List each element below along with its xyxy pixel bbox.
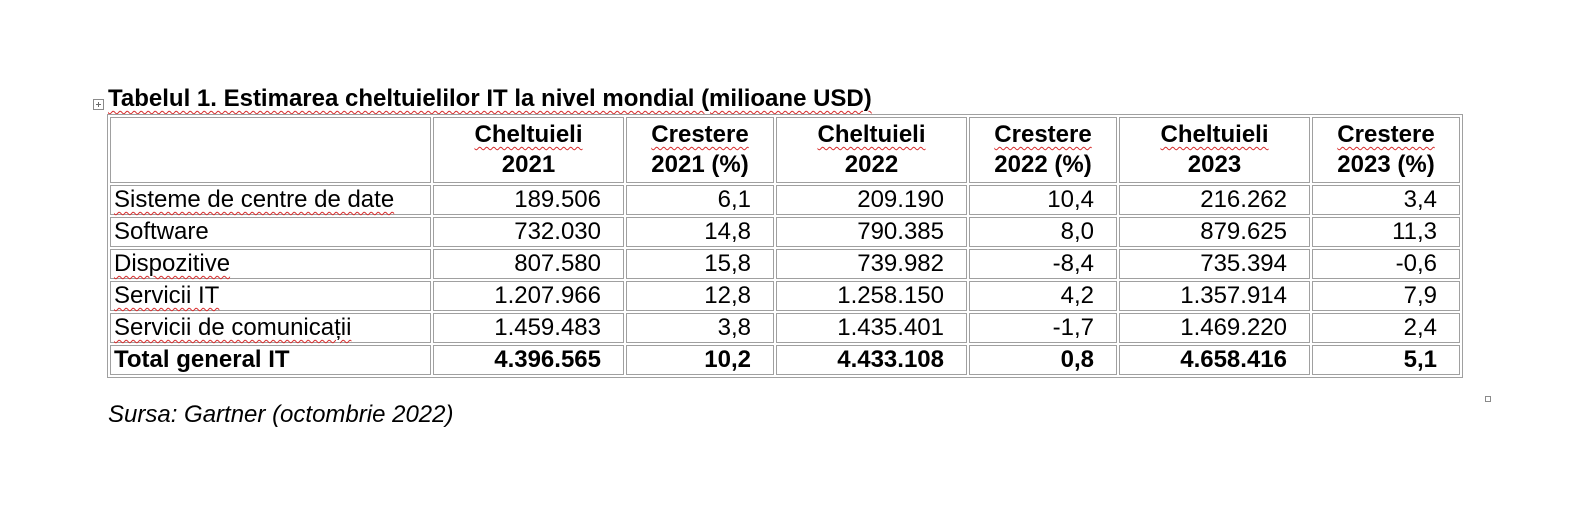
header-cell-growth-2022: Crestere 2022 (%): [969, 117, 1117, 183]
table-cell: -1,7: [969, 313, 1117, 343]
table-cell: 209.190: [776, 185, 967, 215]
table-total-row: Total general IT 4.396.565 10,2 4.433.10…: [110, 345, 1460, 375]
table-caption: Tabelul 1. Estimarea cheltuielilor IT la…: [108, 84, 872, 114]
table-row: Servicii de comunicații 1.459.483 3,8 1.…: [110, 313, 1460, 343]
row-label: Total general IT: [110, 345, 431, 375]
header-cell-spending-2023: Cheltuieli 2023: [1119, 117, 1310, 183]
table-cell: 0,8: [969, 345, 1117, 375]
table-cell: 5,1: [1312, 345, 1460, 375]
row-label: Sisteme de centre de date: [110, 185, 431, 215]
table-cell: 15,8: [626, 249, 774, 279]
table-cell: -0,6: [1312, 249, 1460, 279]
table-header-row: Cheltuieli 2021 Crestere 2021 (%) Cheltu…: [110, 117, 1460, 183]
table-cell: 189.506: [433, 185, 624, 215]
table-cell: 8,0: [969, 217, 1117, 247]
table-cell: 790.385: [776, 217, 967, 247]
it-spending-table: Cheltuieli 2021 Crestere 2021 (%) Cheltu…: [107, 114, 1463, 378]
header-cell-spending-2022: Cheltuieli 2022: [776, 117, 967, 183]
table-row: Sisteme de centre de date 189.506 6,1 20…: [110, 185, 1460, 215]
table-cell: 10,4: [969, 185, 1117, 215]
table-cell: 11,3: [1312, 217, 1460, 247]
table-cell: 1.357.914: [1119, 281, 1310, 311]
table-cell: 1.459.483: [433, 313, 624, 343]
table-cell: 1.469.220: [1119, 313, 1310, 343]
caption-text: Tabelul 1. Estimarea cheltuielilor IT la…: [108, 85, 872, 112]
row-label: Servicii de comunicații: [110, 313, 431, 343]
table-cell: 10,2: [626, 345, 774, 375]
table-cell: 1.435.401: [776, 313, 967, 343]
table-cell: 4.433.108: [776, 345, 967, 375]
table-cell: 4,2: [969, 281, 1117, 311]
header-cell-category: [110, 117, 431, 183]
table-cell: 739.982: [776, 249, 967, 279]
table-resize-handle[interactable]: [1485, 396, 1491, 402]
source-note: Sursa: Gartner (octombrie 2022): [108, 401, 454, 428]
row-label: Servicii IT: [110, 281, 431, 311]
table-cell: 1.207.966: [433, 281, 624, 311]
table-cell: 807.580: [433, 249, 624, 279]
table-cell: 4.396.565: [433, 345, 624, 375]
header-cell-growth-2021: Crestere 2021 (%): [626, 117, 774, 183]
header-cell-growth-2023: Crestere 2023 (%): [1312, 117, 1460, 183]
table-row: Dispozitive 807.580 15,8 739.982 -8,4 73…: [110, 249, 1460, 279]
table-move-handle-icon[interactable]: [93, 99, 104, 110]
table-cell: 735.394: [1119, 249, 1310, 279]
table-row: Software 732.030 14,8 790.385 8,0 879.62…: [110, 217, 1460, 247]
table-row: Servicii IT 1.207.966 12,8 1.258.150 4,2…: [110, 281, 1460, 311]
table-cell: 2,4: [1312, 313, 1460, 343]
header-cell-spending-2021: Cheltuieli 2021: [433, 117, 624, 183]
table-cell: 3,8: [626, 313, 774, 343]
table-cell: -8,4: [969, 249, 1117, 279]
table-cell: 6,1: [626, 185, 774, 215]
table-cell: 7,9: [1312, 281, 1460, 311]
table-cell: 3,4: [1312, 185, 1460, 215]
row-label: Software: [110, 217, 431, 247]
row-label: Dispozitive: [110, 249, 431, 279]
table-cell: 12,8: [626, 281, 774, 311]
table-cell: 216.262: [1119, 185, 1310, 215]
table-cell: 879.625: [1119, 217, 1310, 247]
table-cell: 1.258.150: [776, 281, 967, 311]
table-cell: 732.030: [433, 217, 624, 247]
table-cell: 4.658.416: [1119, 345, 1310, 375]
table-cell: 14,8: [626, 217, 774, 247]
